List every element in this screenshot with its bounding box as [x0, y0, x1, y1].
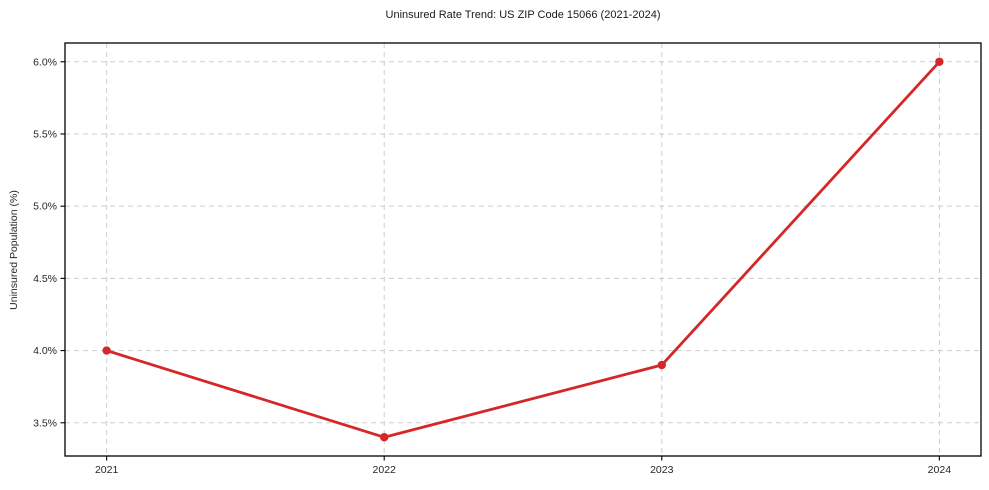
- data-point-marker: [657, 360, 666, 370]
- x-tick-label: 2021: [95, 464, 119, 476]
- y-tick-label: 4.5%: [33, 273, 57, 285]
- data-point-marker: [935, 57, 944, 66]
- plot-frame: [64, 42, 982, 457]
- y-tick-label: 5.5%: [33, 128, 57, 140]
- data-point-marker: [380, 433, 389, 442]
- y-tick-label: 4.0%: [33, 345, 57, 357]
- y-tick-label: 3.5%: [33, 417, 57, 429]
- chart-title: Uninsured Rate Trend: US ZIP Code 15066 …: [385, 9, 661, 21]
- x-tick-label: 2024: [928, 464, 952, 476]
- trend-line: [105, 60, 941, 439]
- x-tick-label: 2023: [650, 464, 674, 476]
- x-tick-label: 2022: [373, 464, 397, 476]
- data-point-marker: [102, 346, 111, 355]
- y-tick-label: 6.0%: [33, 56, 57, 68]
- y-tick-label: 5.0%: [33, 201, 57, 213]
